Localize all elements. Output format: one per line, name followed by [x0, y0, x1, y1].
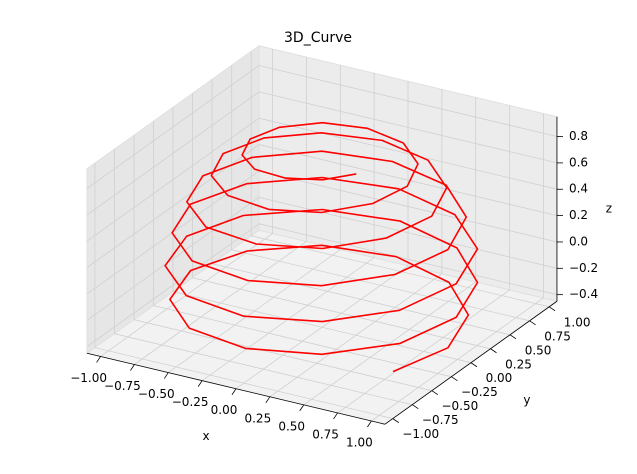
z-tick-label: 0.8	[569, 129, 588, 143]
z-tick-label: −0.4	[569, 287, 598, 301]
y-tick-label: 1.00	[564, 315, 591, 329]
grid-line	[86, 117, 558, 242]
y-tick	[548, 306, 556, 312]
x-tick	[163, 372, 169, 379]
y-tick-label: 0.25	[505, 357, 532, 371]
x-tick	[130, 364, 135, 371]
y-tick	[412, 404, 419, 409]
y-tick	[470, 362, 478, 368]
y-tick-label: 0.50	[525, 343, 552, 357]
y-tick-label: −1.00	[402, 427, 439, 441]
grid-line	[172, 107, 472, 364]
z-axis-label: z	[606, 202, 612, 216]
z-tick-label: 0.2	[569, 208, 588, 222]
grid-line	[337, 105, 511, 414]
grid-line	[86, 223, 558, 347]
x-tick-label: −0.25	[172, 395, 209, 409]
grid-line	[201, 73, 375, 382]
grid-line	[269, 89, 443, 398]
y-tick	[451, 376, 458, 382]
curve	[164, 121, 479, 373]
y-tick	[490, 348, 497, 354]
grid-line	[86, 65, 558, 189]
y-tick	[529, 320, 536, 326]
x-tick	[197, 380, 203, 387]
x-tick-label: 0.75	[312, 427, 339, 441]
x-tick	[265, 396, 271, 404]
x-tick-label: −1.00	[70, 371, 107, 385]
z-tick-label: 0.4	[569, 182, 588, 196]
z-tick-label: 0.0	[569, 234, 588, 248]
grid-line	[371, 113, 544, 422]
x-tick	[231, 388, 237, 395]
y-tick-label: 0.00	[486, 371, 513, 385]
grid-line	[94, 163, 393, 419]
x-tick-label: 1.00	[346, 435, 373, 449]
z-tick-label: 0.6	[569, 155, 588, 169]
y-axis-label: y	[523, 393, 530, 407]
grid-line	[192, 93, 491, 350]
grid-line	[303, 97, 477, 406]
z-tick-label: −0.2	[569, 261, 598, 275]
x-axis-label: x	[202, 429, 209, 443]
grid-line	[231, 65, 530, 322]
y-tick	[509, 334, 517, 340]
x-tick-label: 0.50	[278, 419, 305, 433]
grid-line	[86, 196, 558, 321]
y-axis	[384, 300, 558, 425]
x-tick-label: −0.50	[138, 387, 175, 401]
y-tick	[431, 390, 439, 396]
y-tick-label: −0.50	[441, 399, 478, 413]
x-tick	[96, 356, 101, 363]
x-tick-label: 0.00	[211, 403, 238, 417]
x-tick	[367, 420, 372, 428]
x-tick	[299, 404, 305, 412]
grid-line	[86, 144, 558, 268]
grid-line	[235, 81, 409, 390]
x-tick-label: 0.25	[244, 411, 271, 425]
y-tick-label: −0.25	[461, 385, 498, 399]
grid-line	[114, 149, 413, 406]
grid-line	[153, 121, 452, 378]
grid-line	[168, 65, 341, 373]
grid-line	[86, 91, 558, 216]
grid-line	[100, 49, 274, 357]
chart-title: 3D_Curve	[284, 30, 352, 46]
x-axis	[86, 352, 386, 425]
grid-line	[133, 135, 432, 392]
x-tick-label: −0.75	[104, 379, 141, 393]
x-tick	[333, 412, 338, 420]
y-tick-label: 0.75	[544, 329, 571, 343]
grid-line	[134, 57, 307, 365]
y-tick	[392, 418, 399, 423]
y-tick-label: −0.75	[422, 413, 459, 427]
